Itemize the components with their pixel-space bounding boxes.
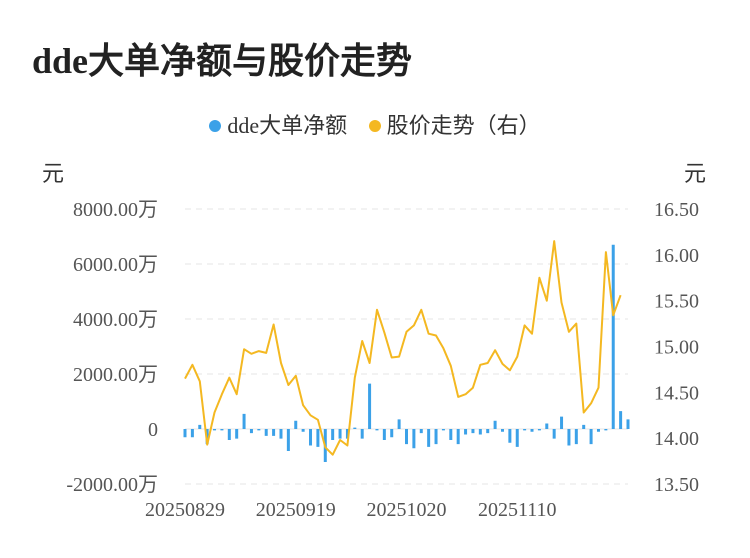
bar[interactable] bbox=[198, 424, 202, 429]
right-tick-label: 14.50 bbox=[654, 382, 699, 404]
bar[interactable] bbox=[456, 429, 460, 445]
left-tick-label: 0 bbox=[148, 419, 158, 441]
right-tick-label: 16.00 bbox=[654, 245, 699, 267]
bar[interactable] bbox=[190, 429, 194, 438]
bar[interactable] bbox=[523, 429, 527, 431]
legend-item-price[interactable]: 股价走势（右） bbox=[368, 108, 541, 140]
bar[interactable] bbox=[530, 429, 534, 432]
legend-label-dde: dde大单净额 bbox=[227, 113, 348, 138]
bar[interactable] bbox=[567, 429, 571, 446]
bar[interactable] bbox=[301, 429, 305, 432]
line-series bbox=[184, 240, 622, 456]
right-tick-label: 14.00 bbox=[654, 428, 699, 450]
bar[interactable] bbox=[390, 429, 394, 438]
bar[interactable] bbox=[537, 429, 541, 431]
bar[interactable] bbox=[213, 429, 217, 431]
right-tick-label: 16.50 bbox=[654, 199, 699, 221]
bar[interactable] bbox=[582, 424, 586, 429]
bar[interactable] bbox=[331, 429, 335, 440]
bar[interactable] bbox=[382, 429, 386, 440]
bar[interactable] bbox=[345, 429, 349, 439]
chart-title: dde大单净额与股价走势 bbox=[32, 41, 413, 81]
right-axis-unit: 元 bbox=[684, 161, 707, 186]
legend-dot-dde-icon bbox=[209, 119, 222, 132]
axis-ticks: 8000.00万 6000.00万 4000.00万 2000.00万 0 -2000.0… bbox=[66, 199, 699, 521]
bar[interactable] bbox=[338, 429, 342, 439]
x-tick-label: 20251020 bbox=[367, 499, 447, 521]
left-tick-label: 8000.00万 bbox=[73, 199, 158, 221]
left-axis-unit: 元 bbox=[42, 161, 65, 186]
right-tick-label: 13.50 bbox=[654, 474, 699, 496]
bar[interactable] bbox=[434, 429, 438, 445]
x-tick-label: 20251110 bbox=[478, 499, 557, 521]
legend: dde大单净额 股价走势（右） bbox=[0, 108, 750, 140]
bar[interactable] bbox=[412, 429, 416, 449]
bar[interactable] bbox=[316, 429, 320, 447]
bar[interactable] bbox=[478, 429, 482, 435]
bar[interactable] bbox=[257, 429, 261, 431]
bar[interactable] bbox=[242, 413, 246, 429]
bar[interactable] bbox=[508, 429, 512, 443]
left-tick-label: 2000.00万 bbox=[73, 364, 158, 386]
legend-dot-price-icon bbox=[368, 119, 381, 132]
bar[interactable] bbox=[604, 429, 608, 431]
bar[interactable] bbox=[611, 244, 615, 429]
bar[interactable] bbox=[500, 429, 504, 432]
bar[interactable] bbox=[235, 429, 239, 439]
left-tick-label: -2000.00万 bbox=[66, 474, 158, 496]
bar[interactable] bbox=[397, 419, 401, 429]
price-line[interactable] bbox=[184, 240, 622, 456]
bar[interactable] bbox=[368, 383, 372, 429]
bar[interactable] bbox=[309, 429, 313, 446]
bar[interactable] bbox=[264, 429, 268, 436]
bar[interactable] bbox=[183, 429, 187, 438]
bar[interactable] bbox=[515, 429, 519, 447]
bar[interactable] bbox=[286, 429, 290, 451]
x-tick-label: 20250919 bbox=[256, 499, 336, 521]
bar[interactable] bbox=[279, 429, 283, 439]
bar[interactable] bbox=[427, 429, 431, 447]
bar[interactable] bbox=[464, 429, 468, 435]
bar[interactable] bbox=[545, 423, 549, 430]
bar[interactable] bbox=[249, 429, 253, 434]
right-tick-label: 15.50 bbox=[654, 291, 699, 313]
legend-item-dde[interactable]: dde大单净额 bbox=[209, 108, 347, 140]
bar[interactable] bbox=[375, 429, 379, 431]
bar[interactable] bbox=[272, 429, 276, 436]
bar[interactable] bbox=[589, 429, 593, 445]
bar[interactable] bbox=[493, 420, 497, 429]
legend-label-price: 股价走势（右） bbox=[386, 113, 541, 138]
bar[interactable] bbox=[449, 429, 453, 440]
x-tick-label: 20250829 bbox=[145, 499, 225, 521]
bar[interactable] bbox=[471, 429, 475, 434]
bar[interactable] bbox=[486, 429, 490, 434]
bar[interactable] bbox=[405, 429, 408, 445]
bar[interactable] bbox=[294, 420, 298, 429]
bar[interactable] bbox=[227, 429, 231, 440]
right-tick-label: 15.00 bbox=[654, 337, 699, 359]
bar[interactable] bbox=[574, 429, 578, 445]
bar[interactable] bbox=[626, 419, 630, 429]
bar[interactable] bbox=[220, 429, 224, 431]
bar[interactable] bbox=[596, 429, 600, 432]
bar[interactable] bbox=[353, 427, 357, 429]
bar[interactable] bbox=[441, 429, 445, 431]
left-tick-label: 4000.00万 bbox=[73, 309, 158, 331]
left-tick-label: 6000.00万 bbox=[73, 254, 158, 276]
bar[interactable] bbox=[360, 429, 364, 439]
bar[interactable] bbox=[419, 429, 423, 434]
bar[interactable] bbox=[552, 429, 556, 439]
bar[interactable] bbox=[560, 416, 564, 429]
bar[interactable] bbox=[619, 411, 623, 429]
